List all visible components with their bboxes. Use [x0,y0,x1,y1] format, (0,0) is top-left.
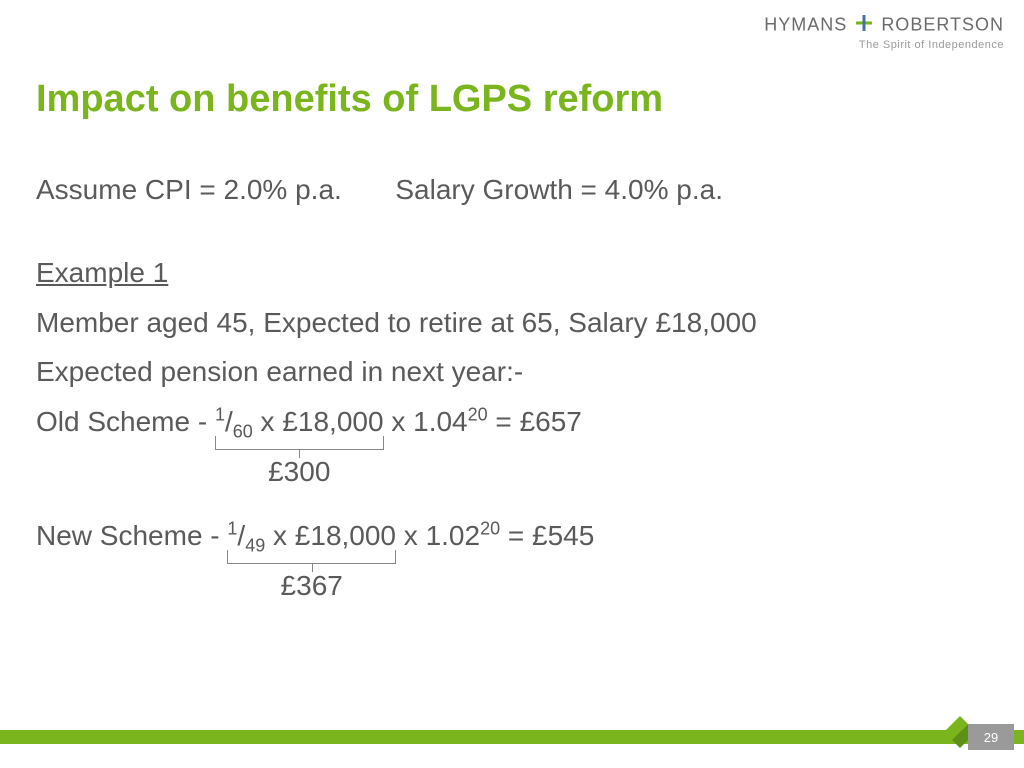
old-bracket-value: £300 [268,450,330,493]
example-label: Example 1 [36,251,976,294]
member-line: Member aged 45, Expected to retire at 65… [36,301,976,344]
assume-cpi: Assume CPI = 2.0% p.a. [36,174,342,205]
brand-tagline: The Spirit of Independence [764,39,1004,51]
footer-bar [0,730,1024,744]
brand-logo: HYMANS ROBERTSON The Spirit of Independe… [764,14,1004,51]
new-scheme-row: New Scheme - 1/49 x £18,000 £367 x 1.022… [36,514,976,560]
expected-line: Expected pension earned in next year:- [36,350,976,393]
new-bracket-line [227,550,396,564]
slide-title: Impact on benefits of LGPS reform [36,78,663,121]
old-growth-base: x 1.04 [384,406,468,437]
assumptions-line: Assume CPI = 2.0% p.a. Salary Growth = 4… [36,168,976,211]
new-times-amount: x £18,000 [265,520,396,551]
new-scheme-bracket-group: 1/49 x £18,000 £367 [227,514,396,560]
page-number-badge: 29 [968,724,1014,750]
brand-icon [855,14,873,37]
old-equals: = £657 [488,406,582,437]
old-growth-exp: 20 [468,404,488,424]
slide-body: Assume CPI = 2.0% p.a. Salary Growth = 4… [36,168,976,629]
old-times-amount: x £18,000 [253,406,384,437]
new-scheme-prefix: New Scheme - [36,520,227,551]
new-growth-exp: 20 [480,519,500,539]
new-frac-num: 1 [227,519,237,539]
brand-name: HYMANS ROBERTSON [764,14,1004,37]
brand-name-right: ROBERTSON [881,14,1004,34]
assume-salary: Salary Growth = 4.0% p.a. [395,174,723,205]
old-scheme-bracket-group: 1/60 x £18,000 £300 [215,400,384,446]
old-frac-num: 1 [215,404,225,424]
old-bracket-line [215,436,384,450]
old-scheme-prefix: Old Scheme - [36,406,215,437]
page-number: 29 [984,730,998,745]
old-scheme-row: Old Scheme - 1/60 x £18,000 £300 x 1.042… [36,400,976,446]
new-bracket-value: £367 [281,564,343,607]
new-equals: = £545 [500,520,594,551]
new-growth-base: x 1.02 [396,520,480,551]
brand-name-left: HYMANS [764,14,847,34]
